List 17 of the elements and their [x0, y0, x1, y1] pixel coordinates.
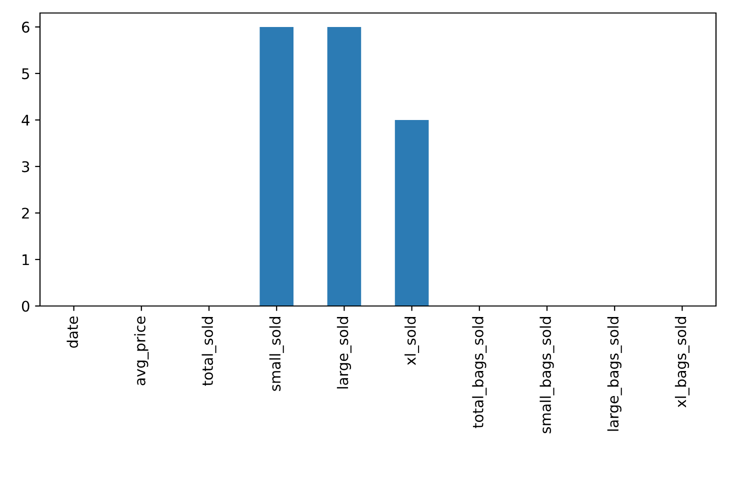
x-tick-label: large_bags_sold [607, 317, 622, 431]
x-tick-label: xl_sold [404, 317, 420, 366]
x-tick-label: date [66, 316, 78, 348]
x-tick-label: xl_bags_sold [674, 317, 690, 408]
x-tick-label: small_sold [269, 317, 284, 391]
x-tick-label: total_sold [202, 317, 216, 386]
y-tick-label: 3 [22, 161, 30, 172]
y-tick-label: 6 [22, 22, 30, 33]
x-tick-label: small_bags_sold [540, 317, 554, 434]
x-tick-label: large_sold [336, 317, 352, 388]
x-tick-label: total_bags_sold [472, 317, 487, 428]
y-tick-label: 2 [22, 208, 29, 219]
x-tick-label: avg_price [134, 316, 149, 386]
y-tick-label: 1 [22, 254, 29, 266]
y-tick-label: 0 [22, 300, 30, 312]
y-tick-label: 5 [22, 68, 30, 80]
y-tick-label: 4 [22, 114, 30, 126]
